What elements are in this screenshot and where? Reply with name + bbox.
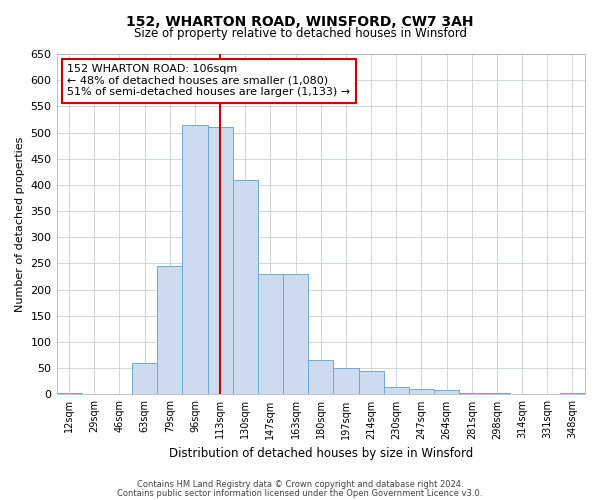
Text: Contains HM Land Registry data © Crown copyright and database right 2024.: Contains HM Land Registry data © Crown c… xyxy=(137,480,463,489)
Bar xyxy=(132,363,157,394)
Bar xyxy=(157,266,182,394)
Bar xyxy=(409,389,434,394)
Bar xyxy=(258,274,283,394)
Bar xyxy=(560,393,585,394)
Bar xyxy=(308,360,334,394)
Bar xyxy=(334,368,359,394)
Bar xyxy=(182,124,208,394)
Bar xyxy=(283,274,308,394)
Text: Size of property relative to detached houses in Winsford: Size of property relative to detached ho… xyxy=(133,28,467,40)
Bar xyxy=(383,386,409,394)
Text: 152 WHARTON ROAD: 106sqm
← 48% of detached houses are smaller (1,080)
51% of sem: 152 WHARTON ROAD: 106sqm ← 48% of detach… xyxy=(67,64,350,98)
Bar xyxy=(359,371,383,394)
Bar xyxy=(459,393,484,394)
Bar xyxy=(434,390,459,394)
Bar xyxy=(208,128,233,394)
Y-axis label: Number of detached properties: Number of detached properties xyxy=(15,136,25,312)
Text: Contains public sector information licensed under the Open Government Licence v3: Contains public sector information licen… xyxy=(118,488,482,498)
Bar xyxy=(233,180,258,394)
X-axis label: Distribution of detached houses by size in Winsford: Distribution of detached houses by size … xyxy=(169,447,473,460)
Text: 152, WHARTON ROAD, WINSFORD, CW7 3AH: 152, WHARTON ROAD, WINSFORD, CW7 3AH xyxy=(126,15,474,29)
